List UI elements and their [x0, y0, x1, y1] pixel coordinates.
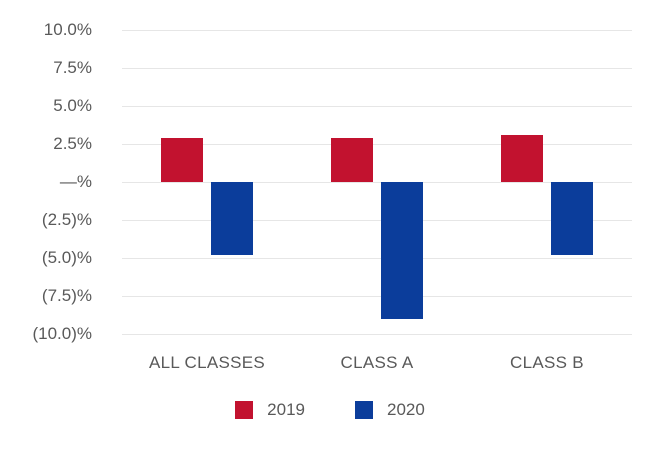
bar-2019-class-b — [501, 134, 543, 182]
y-axis-tick-label: 2.5% — [53, 134, 92, 153]
gridline — [122, 258, 632, 259]
legend: 2019 2020 — [0, 400, 660, 420]
legend-item-2019: 2019 — [235, 400, 305, 420]
y-axis-tick-label: 10.0% — [43, 20, 92, 39]
gridline — [122, 68, 632, 69]
gridline — [122, 296, 632, 297]
gridline — [122, 182, 632, 183]
gridline — [122, 144, 632, 145]
bar-2020-class-a — [381, 182, 423, 319]
legend-swatch-2019 — [235, 401, 254, 419]
y-axis-tick-label: (2.5)% — [41, 210, 92, 229]
x-axis: ALL CLASSES CLASS A CLASS B — [0, 352, 660, 374]
x-axis-category-label: CLASS A — [340, 353, 414, 372]
y-axis-tick-label: 5.0% — [53, 96, 92, 115]
bar-2020-class-b — [551, 182, 593, 255]
gridline — [122, 106, 632, 107]
x-axis-category-label: CLASS B — [510, 353, 584, 372]
gridline — [122, 30, 632, 31]
gridline — [122, 220, 632, 221]
legend-swatch-2020 — [355, 401, 373, 419]
legend-label-2019: 2019 — [267, 400, 305, 419]
bar-2019-all-classes — [161, 137, 203, 182]
bar-2020-all-classes — [211, 182, 253, 255]
y-axis: 10.0% 7.5% 5.0% 2.5% —% (2.5)% (5.0)% (7.5)% (10… — [0, 0, 92, 450]
y-axis-tick-label: (5.0)% — [41, 248, 92, 267]
y-axis-tick-label: —% — [59, 172, 92, 191]
y-axis-tick-label: (10.0)% — [32, 324, 92, 343]
legend-item-2020: 2020 — [355, 400, 425, 420]
plot-area — [122, 30, 632, 335]
y-axis-tick-label: 7.5% — [53, 58, 92, 77]
gridline — [122, 334, 632, 335]
legend-label-2020: 2020 — [387, 400, 425, 419]
y-axis-tick-label: (7.5)% — [41, 286, 92, 305]
x-axis-category-label: ALL CLASSES — [148, 353, 266, 372]
bar-2019-class-a — [331, 137, 373, 182]
